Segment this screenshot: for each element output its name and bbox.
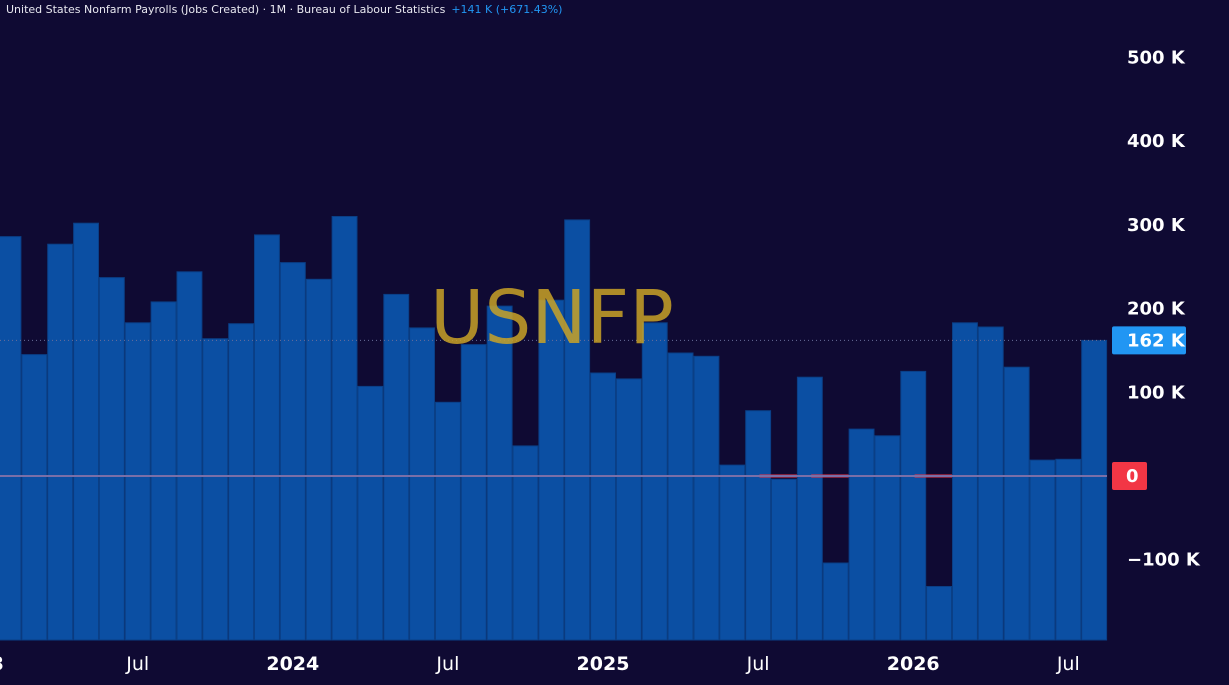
bar[interactable]: [409, 327, 436, 641]
bar[interactable]: [1055, 458, 1082, 641]
bar[interactable]: [615, 378, 642, 641]
bar[interactable]: [150, 301, 177, 641]
x-tick-label: 2025: [577, 653, 630, 675]
bar[interactable]: [952, 322, 978, 641]
y-axis: 500 K 400 K 300 K 200 K 100 K −100 K: [1127, 48, 1201, 571]
zero-badge-bg: [1112, 462, 1147, 490]
y-tick-label: −100 K: [1127, 550, 1201, 571]
y-tick-label: 500 K: [1127, 48, 1186, 69]
x-tick-label: Jul: [1056, 653, 1080, 675]
x-tick-label: Jul: [435, 653, 459, 675]
bar[interactable]: [900, 370, 927, 641]
bar[interactable]: [486, 305, 513, 641]
zero-badge: 0: [1112, 462, 1147, 490]
chart-header: United States Nonfarm Payrolls (Jobs Cre…: [6, 3, 562, 16]
y-tick-label: 200 K: [1127, 299, 1186, 320]
bar[interactable]: [564, 219, 591, 641]
bar[interactable]: [796, 376, 823, 641]
bar[interactable]: [98, 277, 125, 641]
bar[interactable]: [460, 344, 487, 641]
bar[interactable]: [771, 478, 797, 641]
bar[interactable]: [176, 271, 203, 641]
last-value-badge: 162 K: [1112, 326, 1186, 355]
bar[interactable]: [305, 278, 332, 641]
bar[interactable]: [124, 322, 151, 641]
zero-label: 0: [1126, 466, 1139, 487]
x-tick-label: Jul: [746, 653, 770, 675]
symbol-watermark: USNFP: [430, 275, 674, 361]
bar[interactable]: [47, 243, 74, 641]
bar[interactable]: [21, 354, 48, 641]
change-readout: +141 K (+671.43%): [451, 3, 563, 16]
bar[interactable]: [977, 326, 1004, 641]
bar[interactable]: [926, 586, 952, 641]
bar[interactable]: [874, 435, 901, 641]
x-tick-label: Jul: [125, 653, 149, 675]
bar[interactable]: [331, 216, 358, 641]
bar[interactable]: [228, 323, 255, 641]
bar[interactable]: [693, 355, 720, 641]
last-value-badge-bg: [1112, 326, 1186, 355]
chart-title: United States Nonfarm Payrolls (Jobs Cre…: [6, 3, 446, 16]
bar[interactable]: [1081, 339, 1108, 641]
bar[interactable]: [719, 464, 746, 641]
y-tick-label: 100 K: [1127, 382, 1186, 403]
bar[interactable]: [357, 385, 384, 641]
bar[interactable]: [279, 262, 306, 641]
bar[interactable]: [383, 293, 410, 641]
bar[interactable]: [254, 234, 280, 641]
bar[interactable]: [512, 445, 539, 641]
x-tick-label: 2024: [266, 653, 319, 675]
bar[interactable]: [667, 352, 694, 641]
bar[interactable]: [435, 401, 461, 641]
bar[interactable]: [73, 222, 99, 641]
y-tick-label: 300 K: [1127, 215, 1186, 236]
bar[interactable]: [538, 299, 565, 641]
bar[interactable]: [1029, 459, 1056, 641]
last-value-label: 162 K: [1127, 330, 1186, 351]
bar[interactable]: [0, 236, 22, 641]
bar[interactable]: [202, 338, 229, 641]
y-tick-label: 400 K: [1127, 131, 1186, 152]
x-axis: 3 Jul 2024 Jul 2025 Jul 2026 Jul: [0, 653, 1080, 675]
bar[interactable]: [1003, 366, 1030, 641]
x-tick-label: 2026: [887, 653, 940, 675]
x-tick-label: 3: [0, 653, 4, 675]
bar[interactable]: [745, 410, 772, 641]
bar[interactable]: [822, 562, 849, 641]
bar[interactable]: [848, 428, 875, 641]
bar[interactable]: [590, 372, 616, 641]
bar[interactable]: [641, 322, 668, 641]
bars-layer: [0, 216, 1108, 641]
